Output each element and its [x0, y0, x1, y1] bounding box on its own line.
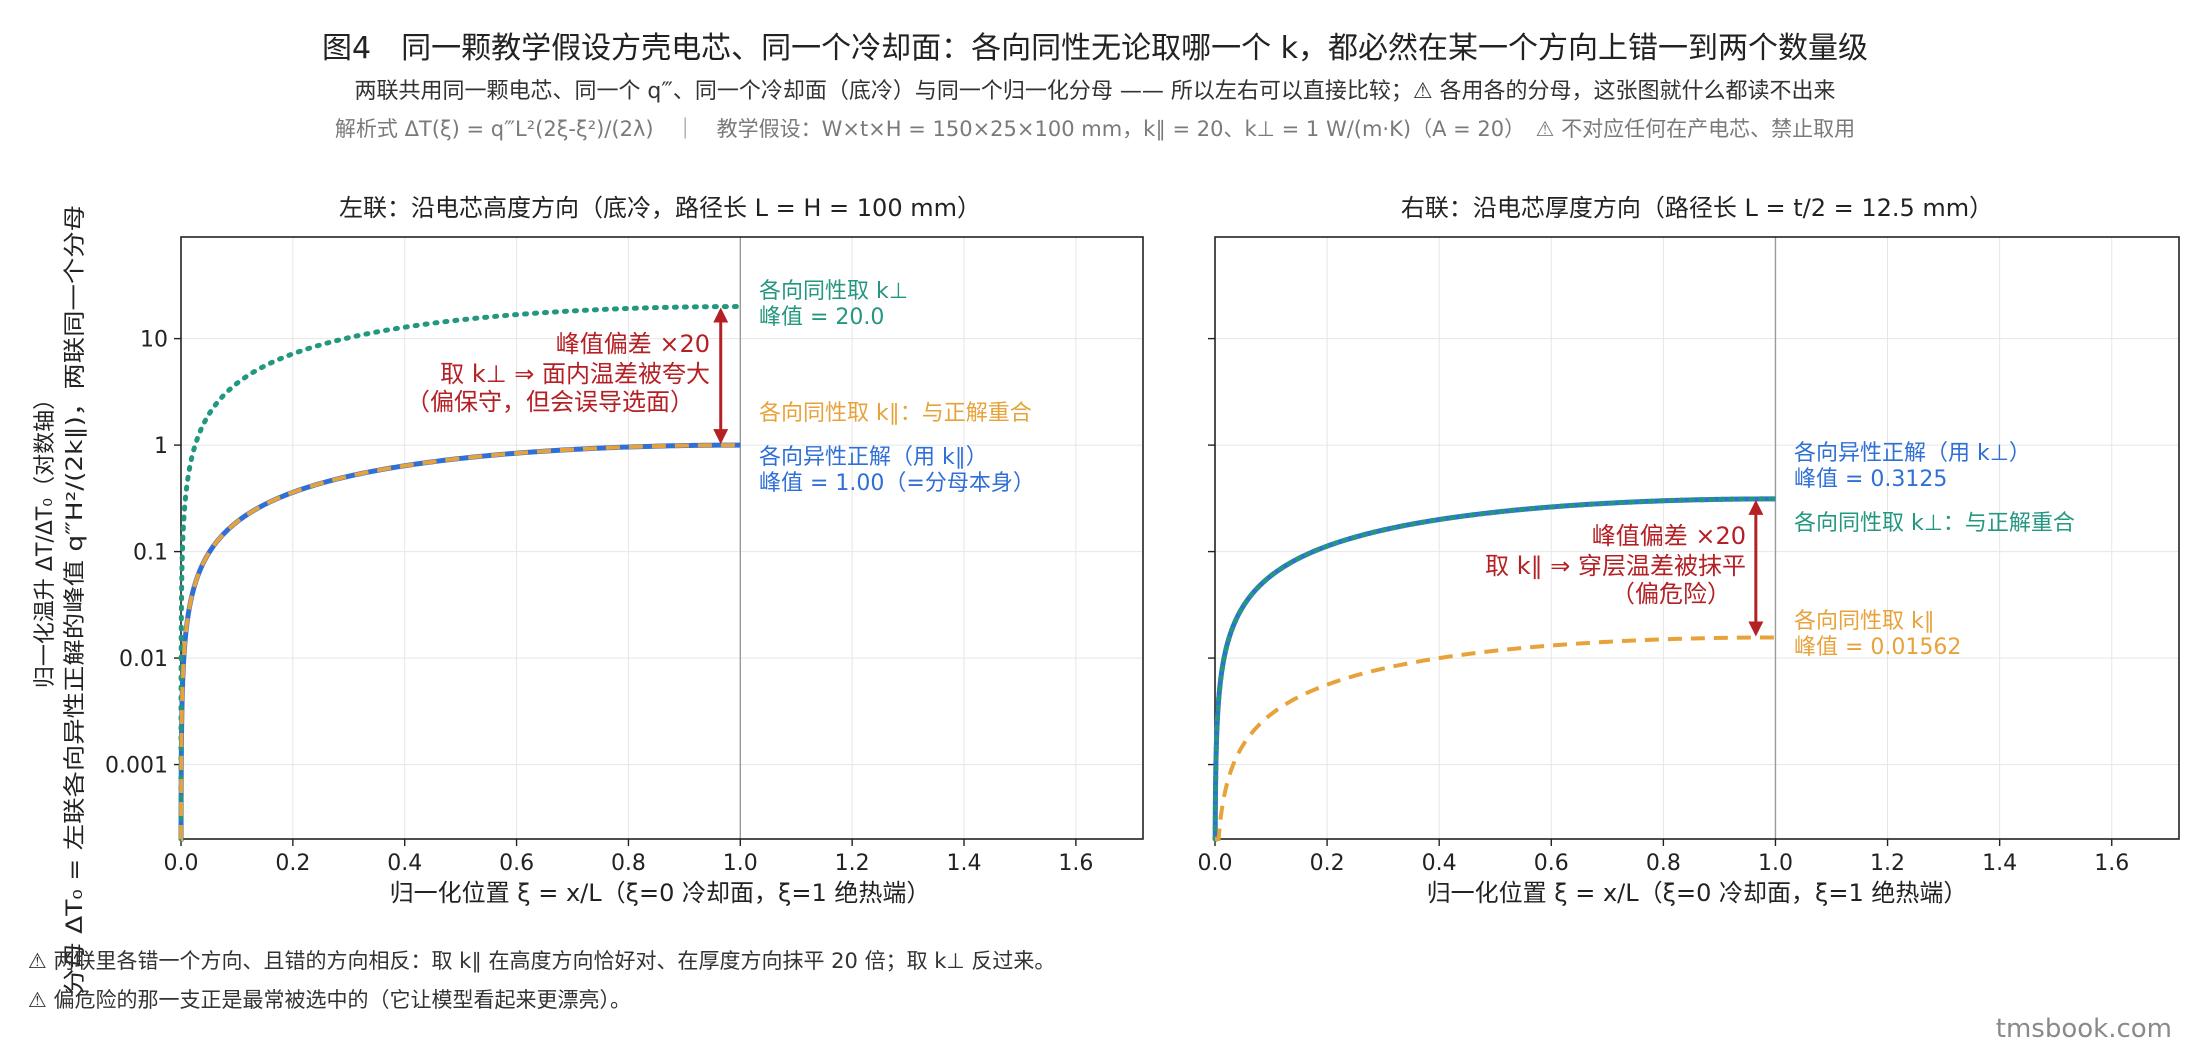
right-annotation-top-label: 各向异性正解（用 k⊥） [1794, 441, 2031, 466]
left-y-tick-label-3: 1 [154, 434, 168, 459]
right-curves [1212, 496, 1778, 842]
left-x-tick-label-4: 0.8 [611, 851, 646, 876]
left-grid [180, 237, 1143, 839]
left-x-tick-label-8: 1.6 [1058, 851, 1093, 876]
right-arrow-label-line3: （偏危险） [1611, 580, 1731, 608]
left-annotation-bottom-label: 各向异性正解（用 k∥） [759, 445, 988, 470]
right-x-tick-label-5: 1.0 [1758, 851, 1793, 876]
figure-title: 图4 同一颗教学假设方壳电芯、同一个冷却面：各向同性无论取哪一个 k，都必然在某… [322, 31, 1868, 66]
watermark: tmsbook.com [1995, 1014, 2172, 1044]
left-annotation-top-label: 各向同性取 k⊥ [759, 279, 908, 304]
left-annotation-mid-label: 各向同性取 k∥：与正解重合 [759, 401, 1032, 426]
right-x-tick-label-3: 0.6 [1534, 851, 1569, 876]
left-y-tick-label-0: 0.001 [105, 754, 168, 779]
left-series-dotted [178, 304, 743, 842]
y-axis-label-line2: 归一化温升 ΔT/ΔT₀（对数轴） [33, 388, 58, 688]
right-x-tick-label-2: 0.4 [1422, 851, 1457, 876]
right-x-tick-label-1: 0.2 [1310, 851, 1345, 876]
y-axis-label-line1: 分母 ΔT₀ = 左联各向异性正解的峰值 q‴H²/(2k∥)，两联同一个分母 [63, 205, 88, 995]
right-x-tick-label-0: 0.0 [1198, 851, 1233, 876]
right-x-tick-label-6: 1.2 [1870, 851, 1905, 876]
left-panel: 左联：沿电芯高度方向（底冷，路径长 L = H = 100 mm） 0.0 0.2… [105, 194, 1144, 907]
right-x-tick-label-8: 1.6 [2094, 851, 2129, 876]
left-plot-frame [180, 236, 1144, 840]
right-panel-title: 右联：沿电芯厚度方向（路径长 L = t/2 = 12.5 mm） [1401, 194, 1993, 222]
right-x-axis-label: 归一化位置 ξ = x/L（ξ=0 冷却面，ξ=1 绝热端） [1427, 879, 1968, 907]
figure-formula-line: 解析式 ΔT(ξ) = q‴L²(2ξ-ξ²)/(2λ) ｜ 教学假设：W×t×… [335, 117, 1855, 141]
right-arrow-label-line2: 取 k∥ ⇒ 穿层温差被抹平 [1485, 552, 1746, 580]
left-annotation-bottom-peak: 峰值 = 1.00（=分母本身） [759, 471, 1035, 496]
right-x-tick-label-7: 1.4 [1982, 851, 2017, 876]
right-annotation-mid-label: 各向同性取 k⊥：与正解重合 [1794, 511, 2075, 536]
left-curves [178, 304, 743, 842]
left-y-tick-label-1: 0.01 [119, 647, 168, 672]
left-x-tick-label-5: 1.0 [723, 851, 758, 876]
left-x-tick-label-6: 1.2 [835, 851, 870, 876]
right-plot-frame [1214, 236, 2180, 840]
left-arrow-label-line2: 取 k⊥ ⇒ 面内温差被夸大 [440, 360, 710, 388]
right-annotation-bottom-peak: 峰值 = 0.01562 [1794, 635, 1961, 660]
left-arrow-label-line3: （偏保守，但会误导选面） [406, 388, 694, 416]
footnote-1: ⚠ 两联里各错一个方向、且错的方向相反：取 k∥ 在高度方向恰好对、在厚度方向抹… [28, 949, 1056, 973]
right-ticks: 0.0 0.2 0.4 0.6 0.8 1.0 1.2 1.4 1.6 [1198, 337, 2129, 876]
right-series-dashed [1215, 635, 1776, 841]
left-arrow-label-line1: 峰值偏差 ×20 [556, 330, 710, 358]
y-axis-label: 分母 ΔT₀ = 左联各向异性正解的峰值 q‴H²/(2k∥)，两联同一个分母 [63, 205, 88, 995]
right-x-tick-label-4: 0.8 [1646, 851, 1681, 876]
left-ticks: 0.0 0.2 0.4 0.6 0.8 1.0 1.2 1.4 1.6 0.001 0.01 0.1 1… [105, 328, 1093, 876]
left-x-tick-label-7: 1.4 [947, 851, 982, 876]
right-arrow-label-line1: 峰值偏差 ×20 [1592, 522, 1746, 550]
footnote-2: ⚠ 偏危险的那一支正是最常被选中的（它让模型看起来更漂亮）。 [28, 988, 631, 1012]
y-axis-label-2: 归一化温升 ΔT/ΔT₀（对数轴） [33, 388, 58, 688]
left-x-tick-label-1: 0.2 [275, 851, 310, 876]
left-y-tick-label-4: 10 [140, 328, 168, 353]
left-annotation-top-peak: 峰值 = 20.0 [759, 305, 884, 330]
left-x-tick-label-0: 0.0 [164, 851, 199, 876]
right-annotation-top-peak: 峰值 = 0.3125 [1794, 467, 1947, 492]
left-y-tick-label-2: 0.1 [133, 541, 168, 566]
right-series-dotted [1212, 496, 1778, 842]
left-series-solid [178, 442, 741, 842]
left-x-axis-label: 归一化位置 ξ = x/L（ξ=0 冷却面，ξ=1 绝热端） [390, 879, 931, 907]
left-x-tick-label-2: 0.4 [387, 851, 422, 876]
right-annotation-bottom-label: 各向同性取 k∥ [1794, 609, 1935, 634]
right-panel: 右联：沿电芯厚度方向（路径长 L = t/2 = 12.5 mm） 0.0 0.2… [1198, 194, 2180, 907]
left-x-tick-label-3: 0.6 [499, 851, 534, 876]
left-panel-title: 左联：沿电芯高度方向（底冷，路径长 L = H = 100 mm） [339, 194, 981, 222]
figure-subtitle: 两联共用同一颗电芯、同一个 q‴、同一个冷却面（底冷）与同一个归一化分母 —— … [354, 79, 1835, 104]
